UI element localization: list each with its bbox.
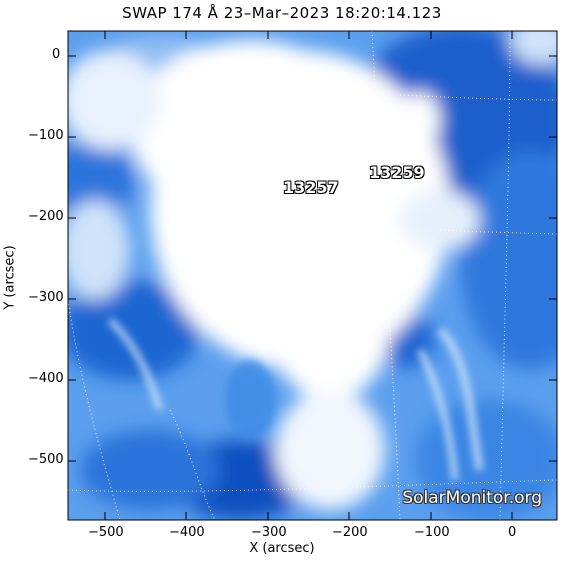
x-tick-label: 0 xyxy=(508,525,517,540)
x-axis-label: X (arcsec) xyxy=(249,541,315,556)
x-tick-label: −500 xyxy=(88,525,124,540)
y-tick-label: −300 xyxy=(28,290,64,305)
solarmonitor-watermark: SolarMonitor.org xyxy=(402,488,542,508)
y-axis-label: Y (arcsec) xyxy=(2,245,18,310)
y-tick-label: −100 xyxy=(28,128,64,143)
y-tick-label: −400 xyxy=(28,371,64,386)
active-region-label-13259: 13259 xyxy=(369,163,425,182)
axis-ticks xyxy=(68,31,557,520)
plot-frame xyxy=(67,30,558,521)
x-tick-label: −400 xyxy=(169,525,205,540)
y-tick-label: −200 xyxy=(28,209,64,224)
active-region-label-13257: 13257 xyxy=(283,178,339,197)
x-tick-label: −100 xyxy=(414,525,450,540)
x-tick-label: −300 xyxy=(251,525,287,540)
y-tick-label: 0 xyxy=(52,47,61,62)
figure-title: SWAP 174 Å 23–Mar–2023 18:20:14.123 xyxy=(122,4,442,22)
x-tick-label: −200 xyxy=(332,525,368,540)
y-tick-label: −500 xyxy=(28,452,64,467)
euv-image xyxy=(68,31,557,520)
